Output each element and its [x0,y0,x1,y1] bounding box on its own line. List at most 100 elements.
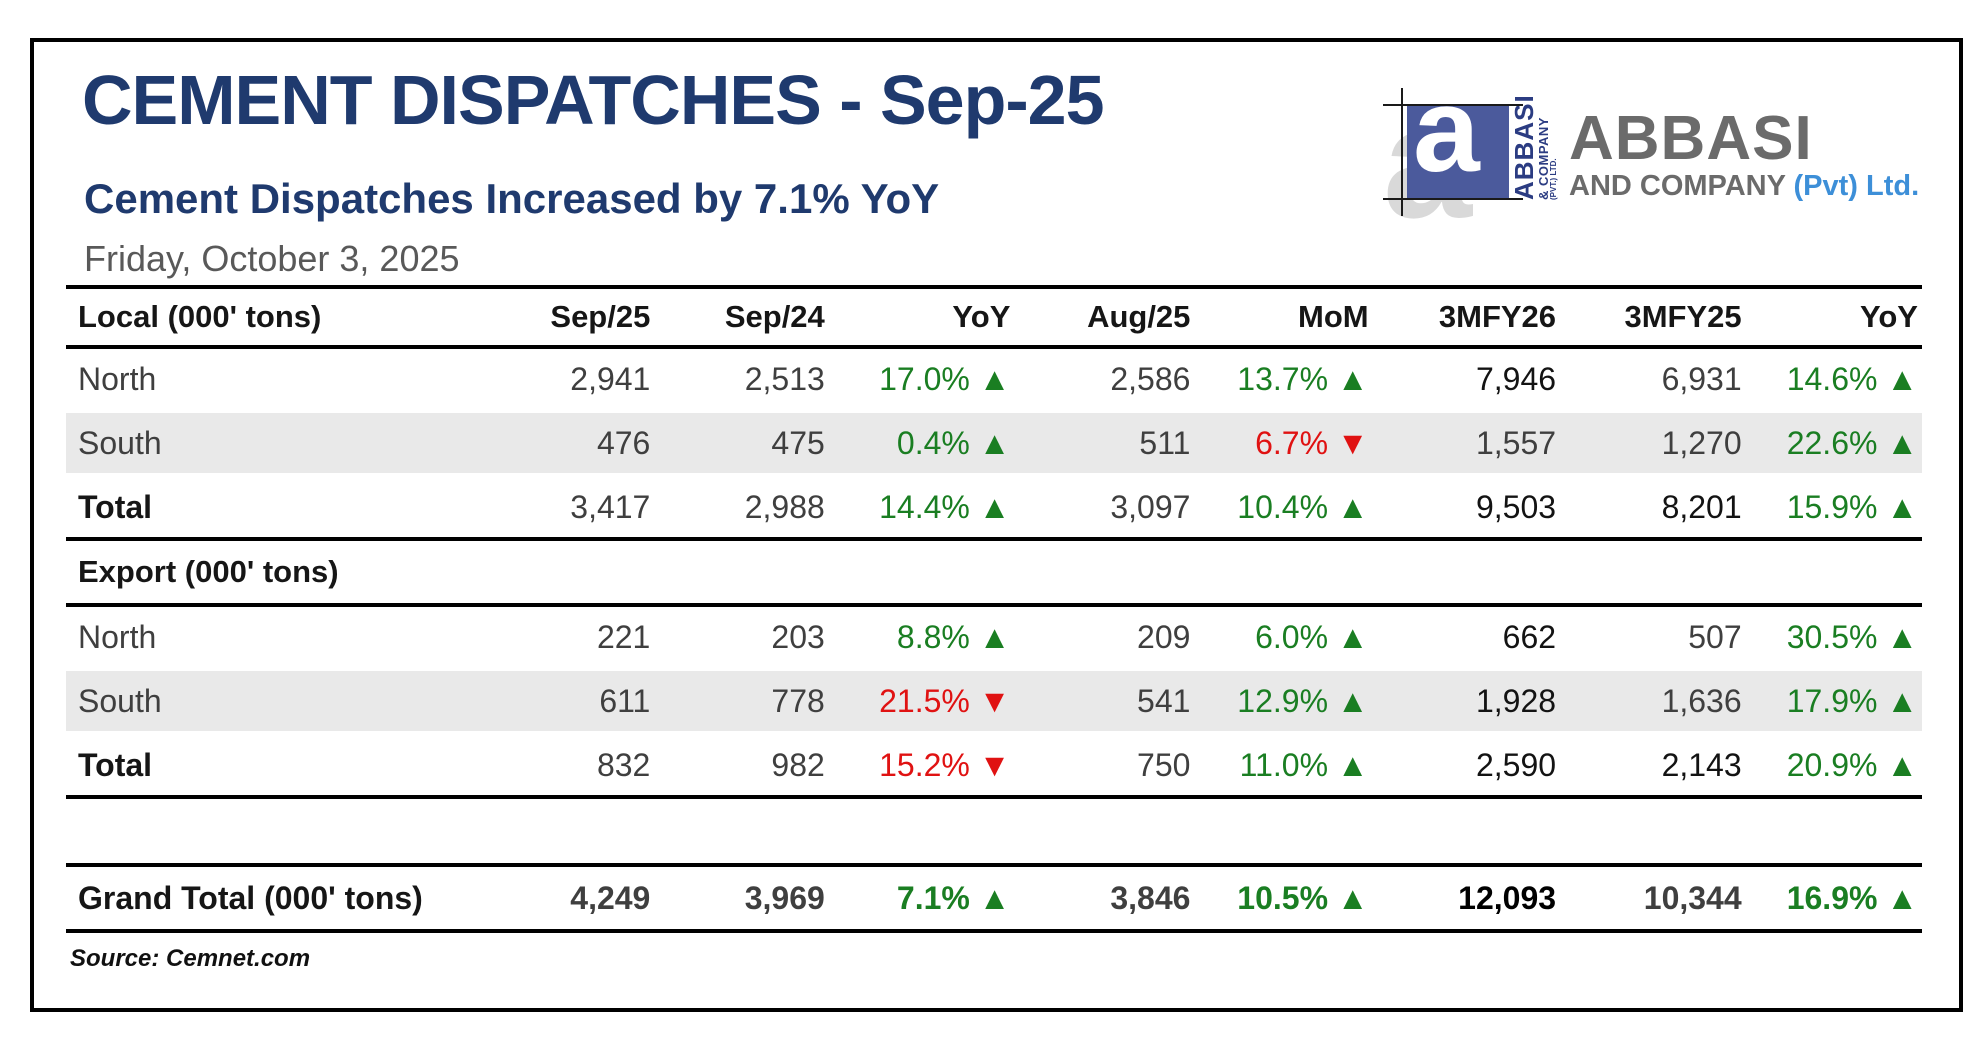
table-cell: 10,344 [1560,863,1746,933]
table-cell: 221 [596,618,651,655]
row-label-north: North [78,360,157,397]
table-cell: 9,503 [1372,475,1561,541]
column-header-yoy2: YoY [1745,285,1922,349]
table-cell: 832 [474,733,655,799]
column-header-sep24: Sep/24 [654,285,829,349]
column-header-mom: MoM [1194,285,1373,349]
table-cell: 1,270 [1560,409,1746,477]
table-cell: 778 [654,667,829,735]
table-cell: 6,931 [1661,360,1742,397]
logo-crop-mark-vertical [1401,88,1403,216]
table-cell: 982 [654,733,829,799]
table-cell-yoy-down: 21.5% ▼ [828,667,1015,735]
row-label-south: South [66,667,475,735]
table-cell: 1,928 [1372,667,1561,735]
local-north-row: North 2,941 2,513 17.0% ▲ 2,586 13.7% ▲ … [66,347,1922,411]
grand-total-row: Grand Total (000' tons) 4,249 3,969 7.1%… [66,863,1922,933]
page-title: CEMENT DISPATCHES - Sep-25 [82,61,1105,139]
spacer-row [66,797,1922,865]
logo-wordmark-name: ABBASI [1569,104,1813,173]
table-cell-mom-down: 6.7% ▼ [1194,409,1373,477]
export-section-label: Export (000' tons) [66,539,475,607]
table-cell-yoy-up: 14.6% ▲ [1786,360,1918,397]
local-total-row: Total 3,417 2,988 14.4% ▲ 3,097 10.4% ▲ … [66,475,1922,541]
table-cell: 2,143 [1560,733,1746,799]
logo-wordmark-suffix: (Pvt) Ltd. [1793,170,1920,202]
table-cell: 3,417 [474,475,655,541]
table-cell-yoy-up: 14.4% ▲ [828,475,1015,541]
table-cell-yoy-up: 8.8% ▲ [896,618,1011,655]
table-cell: 2,590 [1372,733,1561,799]
table-cell: 1,636 [1560,667,1746,735]
logo-vertical-name: ABBASI [1509,94,1539,200]
table-cell-yoy-up: 17.0% ▲ [879,360,1011,397]
table-cell-yoy-down: 15.2% ▼ [828,733,1015,799]
table-cell-yoy-up: 15.9% ▲ [1745,475,1922,541]
table-cell: 511 [1014,409,1195,477]
table-cell-yoy-up: 22.6% ▲ [1745,409,1922,477]
row-label-north: North [78,618,157,655]
row-label-total: Total [66,733,475,799]
table-cell-mom-up: 6.0% ▲ [1255,618,1369,655]
table-header-row: Local (000' tons) Sep/25 Sep/24 YoY Aug/… [66,285,1922,349]
table-cell: 662 [1502,618,1557,655]
column-header-aug25: Aug/25 [1014,285,1195,349]
logo-wordmark-sub: AND COMPANY [1569,170,1794,202]
table-cell: 541 [1014,667,1195,735]
table-cell: 2,586 [1110,360,1191,397]
row-label-grand-total: Grand Total (000' tons) [66,863,475,933]
table-cell: 476 [474,409,655,477]
table-cell: 3,969 [654,863,829,933]
table-cell: 7,946 [1475,360,1557,397]
table-cell: 475 [654,409,829,477]
column-header-3mfy25: 3MFY25 [1560,285,1746,349]
table-cell: 209 [1137,618,1191,655]
table-cell: 3,846 [1014,863,1195,933]
logo-wordmark: ABBASI AND COMPANY (Pvt) Ltd. [1569,108,1919,203]
logo-vertical-suffix: (PVT.) LTD. [1549,158,1558,200]
export-south-row: South 611 778 21.5% ▼ 541 12.9% ▲ 1,928 … [66,667,1922,735]
report-subtitle: Cement Dispatches Increased by 7.1% YoY [84,175,940,222]
column-header-3mfy26: 3MFY26 [1372,285,1561,349]
table-cell: 8,201 [1560,475,1746,541]
table-cell: 750 [1014,733,1195,799]
logo-vertical-text: ABBASI & COMPANY (PVT.) LTD. [1509,94,1558,200]
column-header-yoy: YoY [828,285,1015,349]
table-cell-yoy-up: 7.1% ▲ [828,863,1015,933]
table-cell-yoy-up: 20.9% ▲ [1745,733,1922,799]
table-cell-mom-up: 13.7% ▲ [1237,360,1369,397]
table-cell-mom-up: 10.4% ▲ [1194,475,1373,541]
company-logo: a a ABBASI & COMPANY (PVT.) LTD. ABBASI … [1383,82,1919,248]
table-cell-yoy-up: 30.5% ▲ [1786,618,1918,655]
logo-crop-mark-bottom [1383,198,1523,200]
table-cell-yoy-up: 0.4% ▲ [828,409,1015,477]
table-cell-yoy-up: 17.9% ▲ [1745,667,1922,735]
table-cell: 2,988 [654,475,829,541]
table-cell-mom-up: 10.5% ▲ [1194,863,1373,933]
table-cell: 2,513 [744,360,825,397]
export-north-row: North 221 203 8.8% ▲ 209 6.0% ▲ 662 507 … [66,605,1922,669]
report-date: Friday, October 3, 2025 [84,238,460,279]
table-cell: 4,249 [474,863,655,933]
column-header-sep25: Sep/25 [474,285,655,349]
logo-crop-mark-top [1383,104,1523,106]
table-cell: 3,097 [1014,475,1195,541]
table-cell: 203 [771,618,825,655]
row-label-south: South [66,409,475,477]
table-cell-yoy-up: 16.9% ▲ [1745,863,1922,933]
export-total-row: Total 832 982 15.2% ▼ 750 11.0% ▲ 2,590 … [66,733,1922,799]
column-header-local: Local (000' tons) [66,285,475,349]
table-cell-mom-up: 11.0% ▲ [1194,733,1373,799]
logo-letter: a [1413,104,1480,197]
table-cell: 611 [474,667,655,735]
table-cell-mom-up: 12.9% ▲ [1194,667,1373,735]
table-cell: 1,557 [1372,409,1561,477]
dispatch-table-wrap: Local (000' tons) Sep/25 Sep/24 YoY Aug/… [66,285,1922,973]
local-south-row: South 476 475 0.4% ▲ 511 6.7% ▼ 1,557 1,… [66,409,1922,477]
export-section-row: Export (000' tons) [66,539,1922,607]
table-cell: 12,093 [1372,863,1561,933]
source-note: Source: Cemnet.com [70,945,311,972]
report-frame: CEMENT DISPATCHES - Sep-25 a a ABBASI & … [30,38,1963,1012]
row-label-total: Total [66,475,475,541]
table-cell: 2,941 [570,360,651,397]
